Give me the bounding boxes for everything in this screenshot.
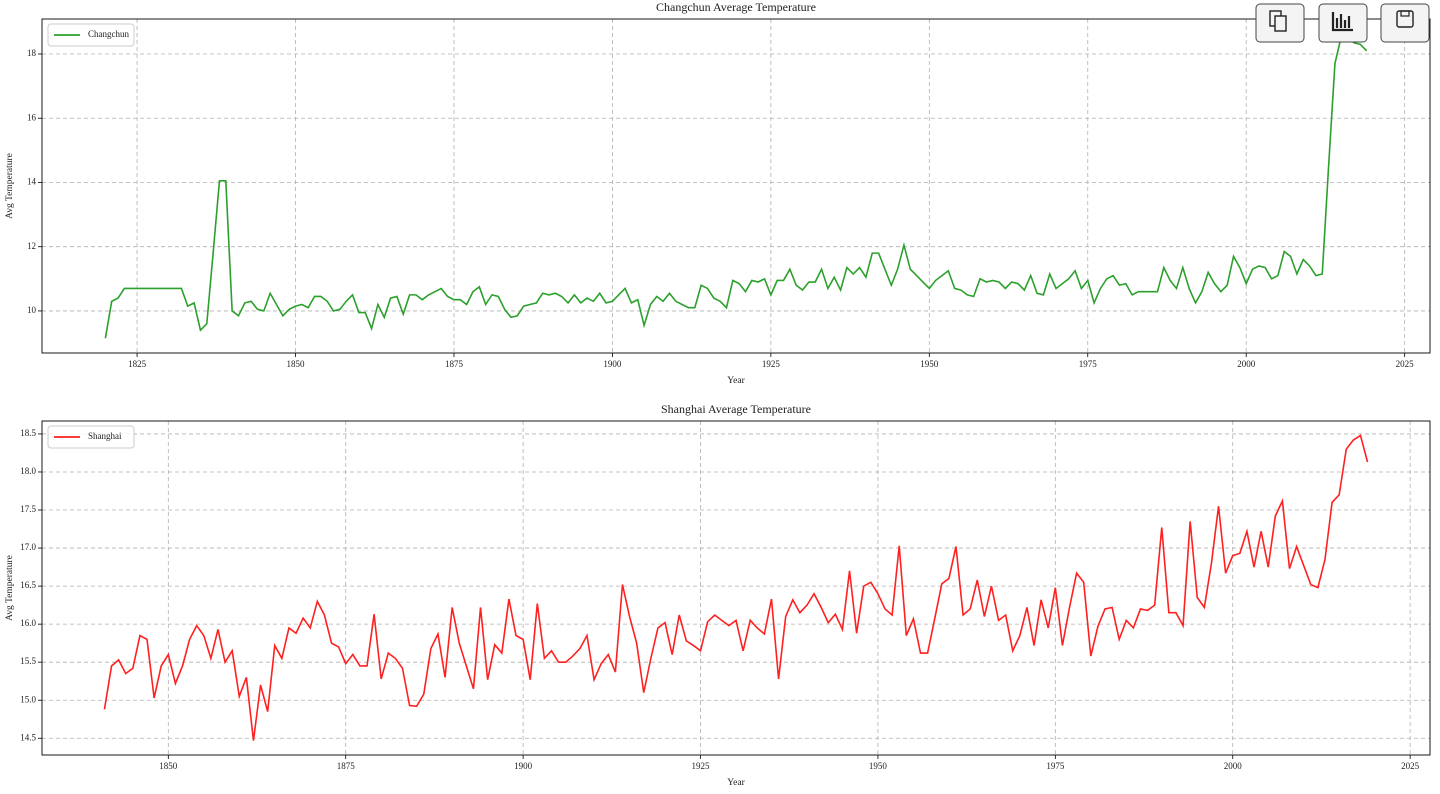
save-button[interactable] [1380, 3, 1430, 43]
x-axis-label: Year [727, 376, 745, 386]
toolbar [1255, 3, 1430, 43]
x-tick-label: 1975 [1046, 761, 1065, 771]
plots: 1825 1850 1875 1900 1925 1950 1975 2000 2025 10 12… [5, 0, 1431, 788]
x-tick-label: 1875 [445, 359, 464, 369]
y-tick-label: 16.0 [20, 618, 36, 628]
x-tick-label: 1950 [869, 761, 888, 771]
axes-frame [41, 18, 1431, 354]
x-tick-label: 1875 [337, 761, 356, 771]
x-tick-label: 2025 [1401, 761, 1420, 771]
x-tick-label: 1950 [920, 359, 939, 369]
y-tick-label: 15.0 [20, 694, 36, 704]
y-tick-label: 10 [27, 305, 37, 315]
x-tick-label: 1975 [1079, 359, 1098, 369]
x-tick-label: 1850 [159, 761, 178, 771]
x-tick-label: 2025 [1396, 359, 1415, 369]
y-tick-label: 17.5 [20, 504, 36, 514]
legend-label: Shanghai [88, 431, 122, 441]
subplot: 1825 1850 1875 1900 1925 1950 1975 2000 2025 10 12… [5, 0, 1431, 386]
copy-button[interactable] [1255, 3, 1305, 43]
x-tick-label: 2000 [1224, 761, 1243, 771]
y-tick-label: 15.5 [20, 656, 36, 666]
x-tick-label: 1925 [762, 359, 781, 369]
subplot: 1850 1875 1900 1925 1950 1975 2000 2025 14.5 15.0… [5, 402, 1431, 788]
x-tick-label: 1850 [287, 359, 306, 369]
y-tick-label: 18.0 [20, 466, 36, 476]
chart-button-bg[interactable] [1318, 3, 1368, 43]
plot-area [42, 19, 1430, 353]
data-line [103, 434, 1369, 741]
legend-box [47, 425, 135, 449]
x-tick-label: 2000 [1237, 359, 1256, 369]
y-tick-label: 12 [27, 241, 36, 251]
y-tick-label: 18 [27, 48, 37, 58]
legend-label: Changchun [88, 29, 129, 39]
save-icon [1400, 10, 1410, 17]
chart-title: Shanghai Average Temperature [661, 402, 811, 416]
y-tick-label: 14 [27, 177, 37, 187]
y-axis-label: Avg Temperature [5, 153, 15, 219]
y-tick-label: 18.5 [20, 428, 36, 438]
chart-icon [1331, 12, 1353, 32]
x-tick-label: 1925 [692, 761, 711, 771]
chart-title: Changchun Average Temperature [656, 0, 816, 14]
x-tick-label: 1825 [128, 359, 147, 369]
legend-box [47, 23, 135, 47]
chart-button[interactable] [1318, 3, 1368, 43]
y-tick-label: 16.5 [20, 580, 36, 590]
x-axis-label: Year [727, 778, 745, 788]
y-axis-label: Avg Temperature [5, 555, 15, 621]
copy-icon [1274, 15, 1287, 32]
data-line [104, 35, 1368, 339]
plot-area [42, 421, 1430, 755]
y-tick-label: 17.0 [20, 542, 36, 552]
y-tick-label: 16 [27, 112, 37, 122]
y-tick-label: 14.5 [20, 732, 36, 742]
axes-frame [41, 420, 1431, 756]
x-tick-label: 1900 [603, 359, 622, 369]
save-button-bg[interactable] [1380, 3, 1430, 43]
x-tick-label: 1900 [514, 761, 533, 771]
